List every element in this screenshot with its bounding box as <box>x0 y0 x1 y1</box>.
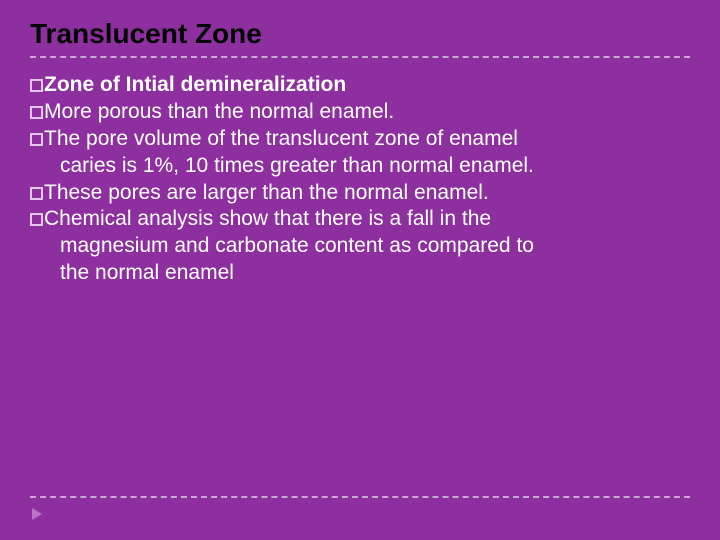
bullet-continuation: magnesium and carbonate content as compa… <box>30 233 690 260</box>
bullet-rest: pores are larger than the normal enamel. <box>102 181 488 204</box>
bullet-continuation: the normal enamel <box>30 260 690 287</box>
bullet-rest: of Intial demineralization <box>94 73 346 96</box>
square-bullet-icon <box>30 133 43 146</box>
square-bullet-icon <box>30 106 43 119</box>
slide-title: Translucent Zone <box>30 18 690 50</box>
bullet-item: More porous than the normal enamel. <box>30 99 690 126</box>
bullet-rest: porous than the normal enamel. <box>92 100 394 123</box>
bullet-item: These pores are larger than the normal e… <box>30 180 690 207</box>
bullet-rest: pore volume of the translucent zone of e… <box>80 127 518 150</box>
bullet-item: The pore volume of the translucent zone … <box>30 126 690 153</box>
title-divider <box>30 56 690 58</box>
bullet-item: Zone of Intial demineralization <box>30 72 690 99</box>
play-icon <box>32 508 42 520</box>
bullet-rest: analysis show that there is a fall in th… <box>132 207 492 230</box>
bullet-prefix: More <box>44 100 92 123</box>
bullet-prefix: Zone <box>44 73 94 96</box>
square-bullet-icon <box>30 187 43 200</box>
bullet-prefix: The <box>44 127 80 150</box>
bullet-prefix: These <box>44 181 102 204</box>
slide-container: Translucent Zone Zone of Intial deminera… <box>0 0 720 540</box>
bullet-prefix: Chemical <box>44 207 132 230</box>
bullet-continuation: caries is 1%, 10 times greater than norm… <box>30 153 690 180</box>
square-bullet-icon <box>30 79 43 92</box>
square-bullet-icon <box>30 213 43 226</box>
footer-divider <box>30 496 690 498</box>
slide-content: Zone of Intial demineralization More por… <box>30 72 690 287</box>
bullet-item: Chemical analysis show that there is a f… <box>30 206 690 233</box>
